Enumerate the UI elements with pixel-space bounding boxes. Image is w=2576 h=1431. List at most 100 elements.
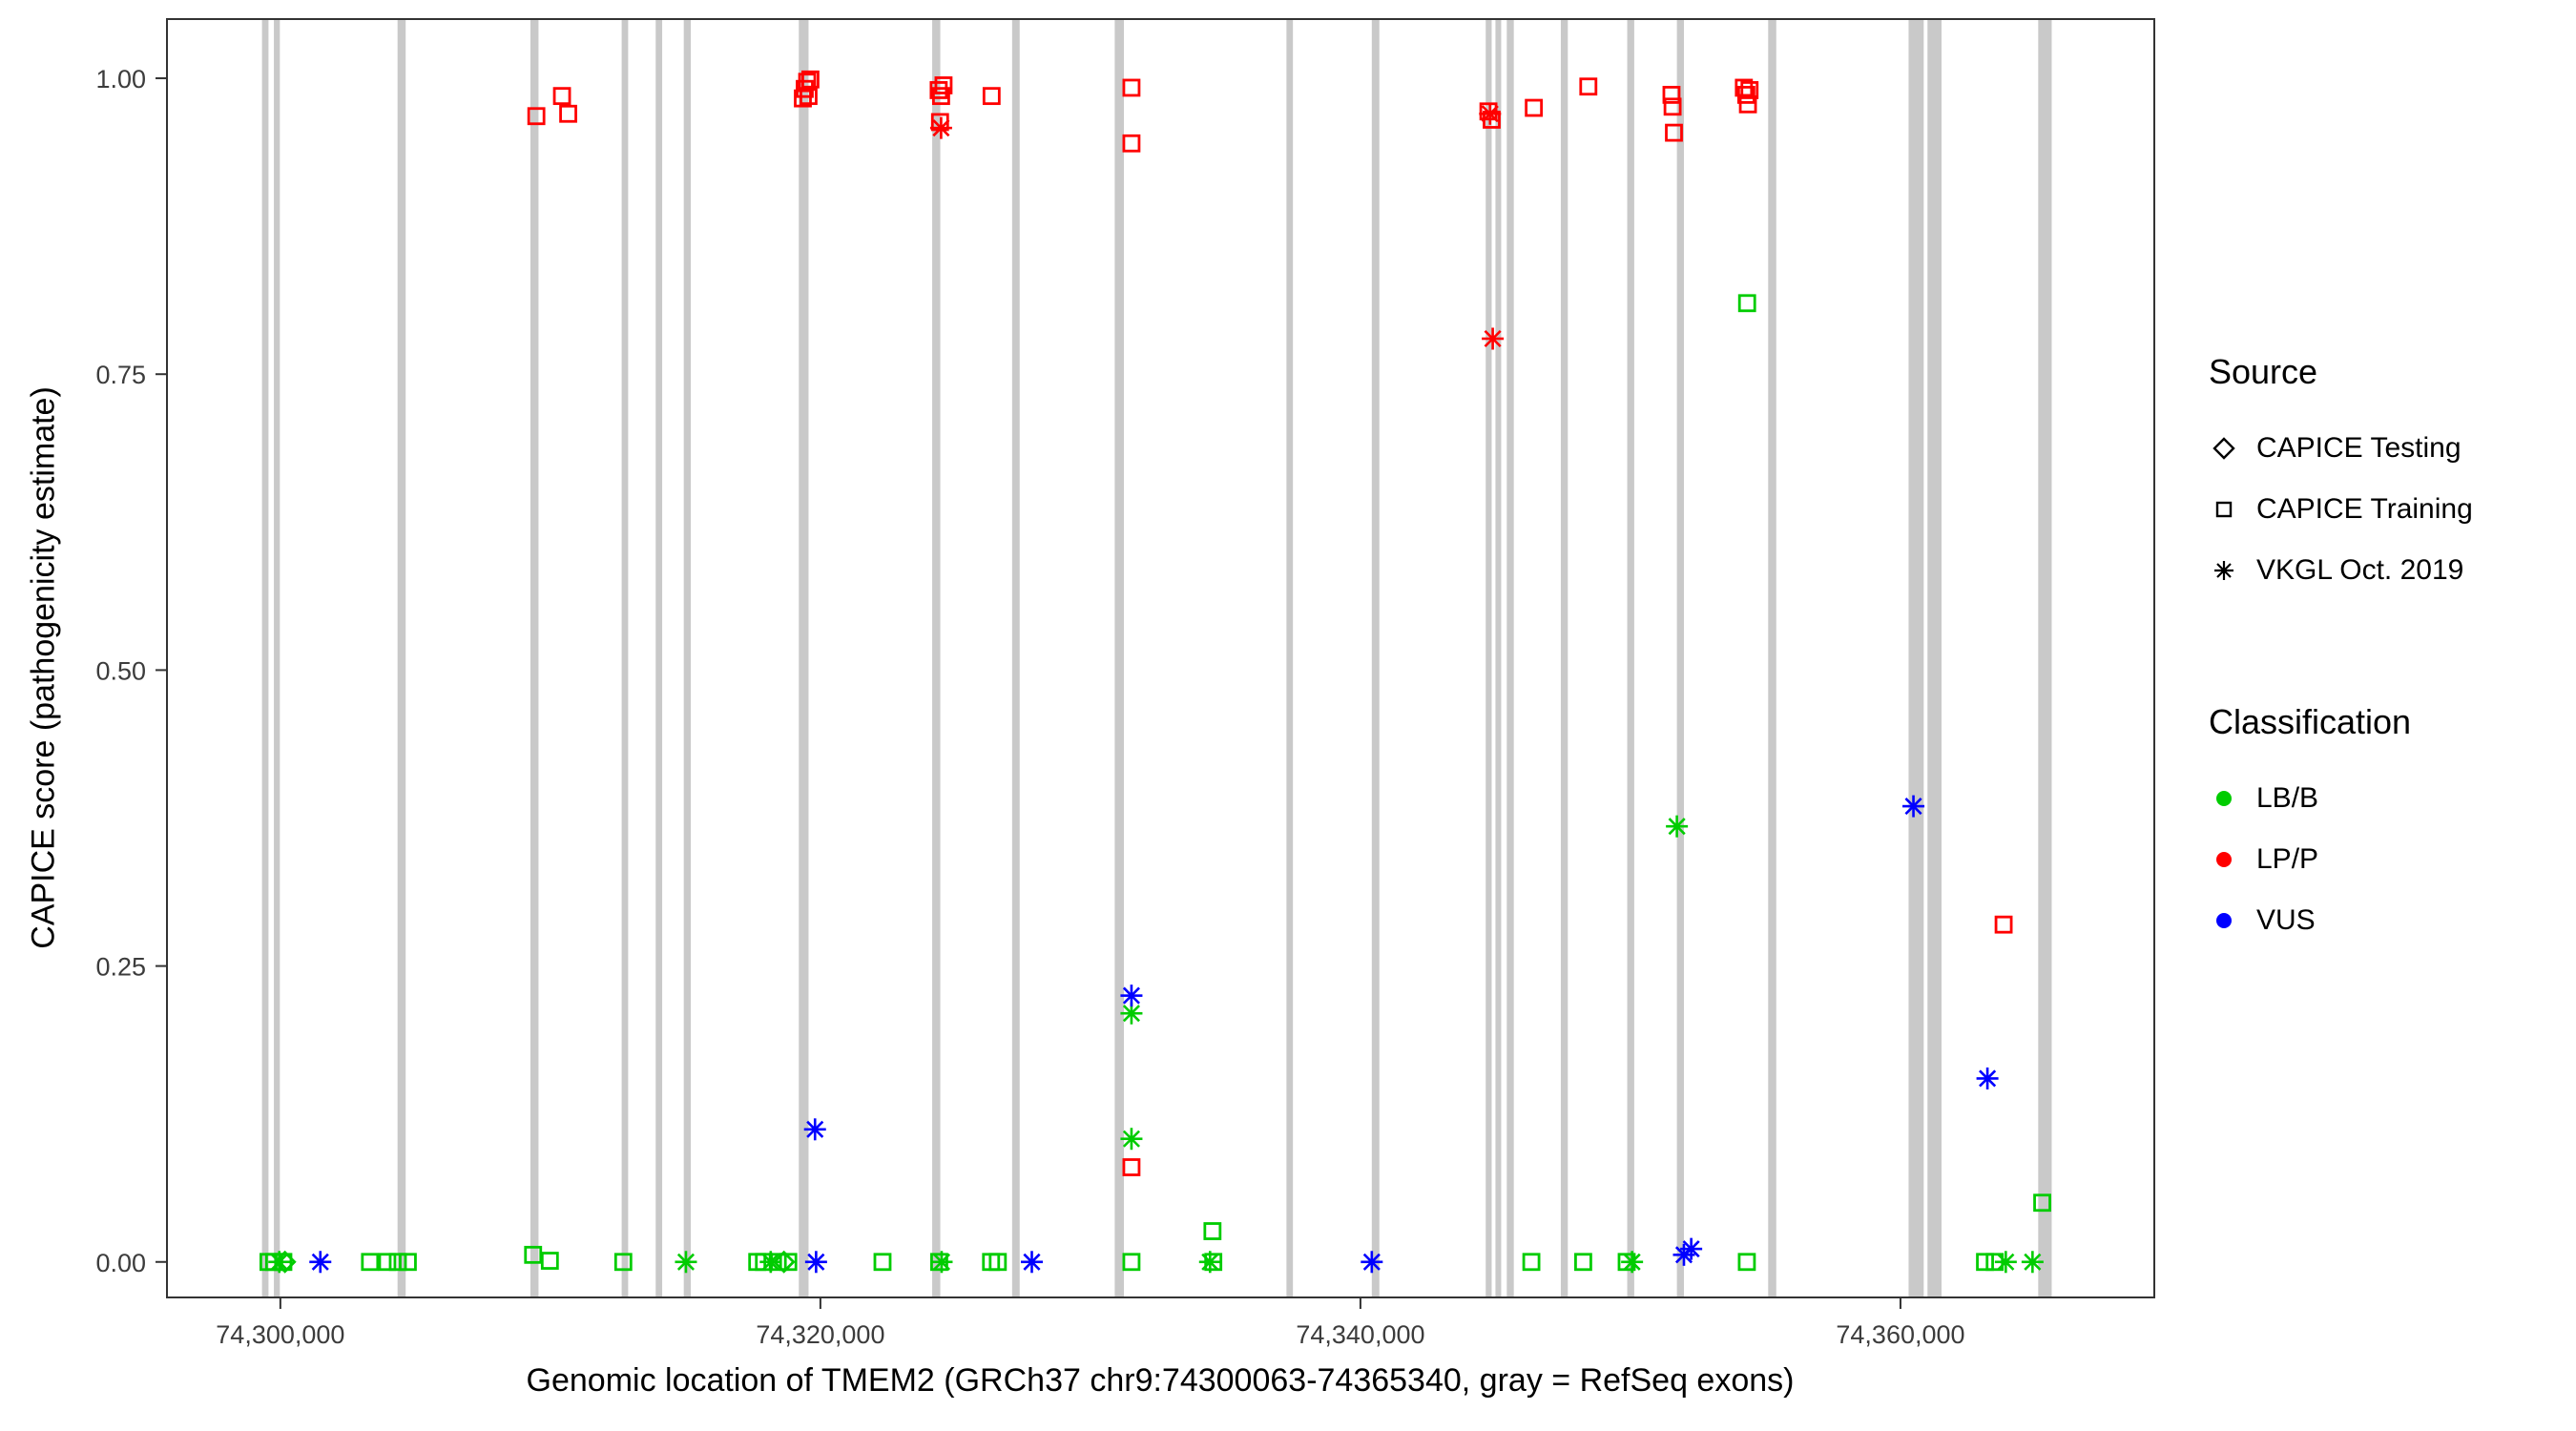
legend-item-vus: VUS	[2209, 890, 2473, 951]
data-point	[804, 1251, 827, 1274]
exon-bar	[1114, 19, 1125, 1297]
legend-item-label: VKGL Oct. 2019	[2256, 554, 2464, 586]
y-tick-label: 0.00	[95, 1249, 146, 1277]
legend: Source CAPICE Testing CAPICE Training VK…	[2209, 351, 2473, 951]
exon-bar	[1560, 19, 1568, 1297]
exon-bar	[1506, 19, 1514, 1297]
exon-bar	[683, 19, 692, 1297]
data-point	[2033, 1193, 2051, 1213]
data-point	[779, 1253, 798, 1272]
data-point	[988, 1253, 1008, 1272]
legend-item-lbb: LB/B	[2209, 768, 2473, 829]
legend-item-label: LB/B	[2256, 782, 2319, 814]
exon-bar	[621, 19, 629, 1297]
data-point	[1525, 98, 1544, 117]
legend-source-title: Source	[2209, 352, 2318, 391]
data-point	[772, 1250, 796, 1274]
data-point	[1902, 795, 1925, 818]
exon-bar	[1286, 19, 1294, 1297]
data-point	[932, 87, 950, 106]
data-point	[1666, 815, 1689, 838]
legend-item-label: CAPICE Training	[2256, 493, 2473, 525]
data-point	[1663, 97, 1682, 116]
data-point	[803, 1118, 826, 1141]
data-point	[524, 1245, 543, 1264]
data-point	[1122, 134, 1141, 153]
red-dot-icon	[2216, 852, 2232, 867]
data-point	[1204, 1253, 1223, 1272]
square-icon	[2215, 501, 2233, 518]
exon-bar	[1495, 19, 1502, 1297]
green-dot-icon	[2216, 791, 2232, 806]
data-point	[800, 87, 818, 106]
data-point	[1737, 1253, 1756, 1272]
data-point	[1737, 294, 1756, 313]
exon-bar	[2038, 19, 2052, 1297]
y-tick-label: 1.00	[95, 65, 146, 93]
data-point	[613, 1253, 633, 1272]
data-point	[1976, 1253, 1994, 1272]
legend-source-section: Source CAPICE Testing CAPICE Training VK…	[2209, 351, 2473, 601]
legend-classification-section: Classification LB/B LP/P VUS	[2209, 701, 2473, 951]
x-tick-label: 74,340,000	[1296, 1320, 1424, 1349]
legend-item-label: VUS	[2256, 904, 2316, 936]
data-point	[982, 87, 1001, 106]
y-tick-label: 0.25	[95, 953, 146, 982]
legend-classification-title: Classification	[2209, 702, 2412, 741]
data-point	[309, 1251, 332, 1274]
data-point	[540, 1252, 559, 1270]
exon-bar	[274, 19, 280, 1297]
data-point	[1522, 1253, 1541, 1272]
exon-bar	[1676, 19, 1684, 1297]
data-point	[675, 1251, 697, 1274]
data-point	[527, 107, 546, 126]
data-point	[929, 116, 952, 139]
data-point	[1665, 123, 1683, 142]
exon-bar	[1627, 19, 1634, 1297]
y-axis-title: CAPICE score (pathogenicity estimate)	[25, 386, 62, 949]
data-point	[1740, 81, 1759, 99]
data-point	[1994, 915, 2013, 934]
exon-bar	[799, 19, 809, 1297]
exon-bar	[1485, 19, 1492, 1297]
data-point	[1120, 1128, 1143, 1151]
exon-bar	[530, 19, 539, 1297]
data-point	[1479, 102, 1502, 125]
exon-bar	[1927, 19, 1942, 1297]
data-point	[273, 1250, 297, 1274]
data-point	[388, 1253, 407, 1272]
legend-item-capice-testing: CAPICE Testing	[2209, 418, 2473, 479]
legend-item-vkgl: VKGL Oct. 2019	[2209, 540, 2473, 601]
diamond-icon	[2212, 437, 2235, 460]
data-point	[559, 104, 577, 123]
panel-border	[166, 18, 2155, 1298]
y-tick-label: 0.50	[95, 656, 146, 685]
exon-bar	[1908, 19, 1924, 1297]
data-point	[1621, 1251, 1644, 1274]
data-point	[768, 1253, 787, 1272]
data-point	[934, 76, 953, 94]
data-point	[1680, 1237, 1703, 1260]
x-tick-label: 74,360,000	[1836, 1320, 1964, 1349]
exon-bar	[932, 19, 941, 1297]
data-point	[1482, 327, 1505, 350]
data-point	[378, 1253, 397, 1272]
data-point	[1203, 1222, 1222, 1240]
legend-item-capice-training: CAPICE Training	[2209, 479, 2473, 540]
data-point	[1361, 1251, 1383, 1274]
exon-bar	[1011, 19, 1020, 1297]
data-point	[930, 1251, 953, 1274]
data-point	[1662, 86, 1681, 104]
x-tick-label: 74,320,000	[756, 1320, 884, 1349]
exon-bar	[655, 19, 663, 1297]
exon-bar	[397, 19, 406, 1297]
legend-item-label: LP/P	[2256, 843, 2319, 875]
blue-dot-icon	[2216, 913, 2232, 928]
data-point	[1574, 1253, 1592, 1272]
data-point	[1122, 1253, 1141, 1272]
data-point	[873, 1253, 892, 1272]
data-point	[1994, 1251, 2017, 1274]
legend-item-lpp: LP/P	[2209, 829, 2473, 890]
exon-bar	[261, 19, 269, 1297]
